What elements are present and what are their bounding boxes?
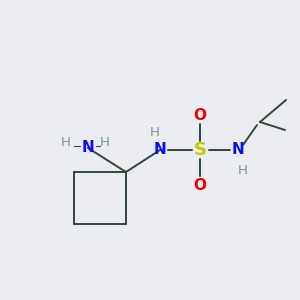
Text: H: H [100,136,110,149]
Text: N: N [154,142,166,158]
Text: H: H [61,136,71,149]
Text: N: N [232,142,244,158]
Text: H: H [238,164,248,176]
Text: N: N [82,140,94,155]
Text: S: S [194,141,206,159]
Text: O: O [194,107,206,122]
Text: H: H [150,125,160,139]
Text: O: O [194,178,206,193]
